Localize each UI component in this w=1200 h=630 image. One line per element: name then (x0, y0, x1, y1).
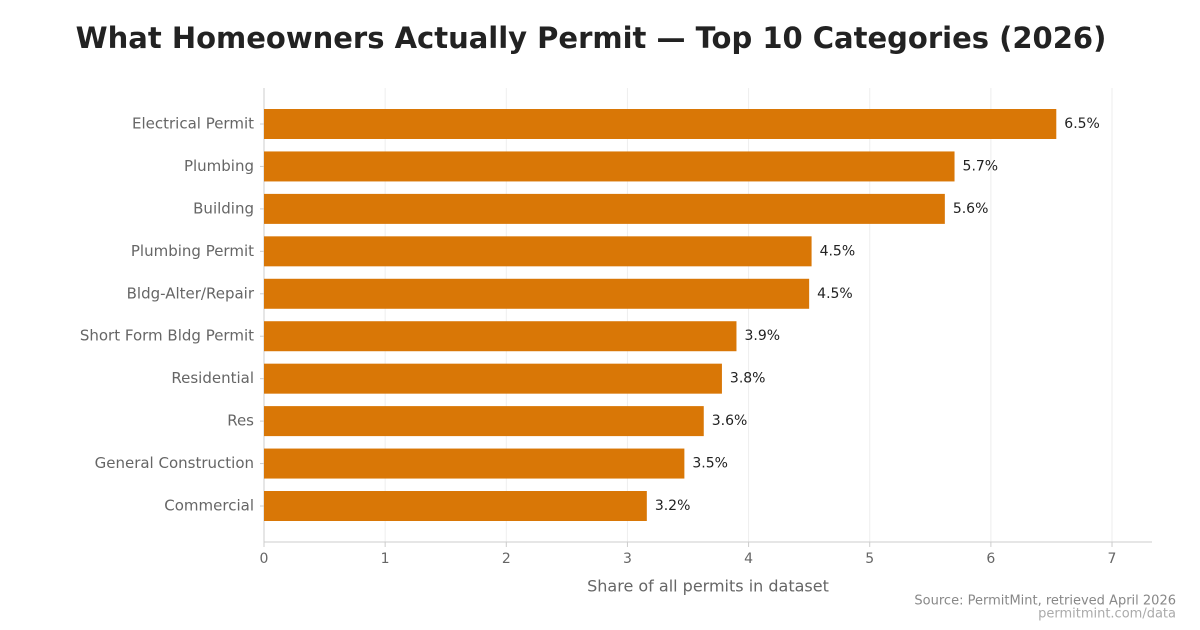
y-tick-label: Res (227, 412, 254, 430)
x-tick-label: 4 (744, 551, 753, 567)
value-label: 5.6% (953, 201, 989, 217)
value-label: 3.9% (744, 328, 780, 344)
y-tick-label: Bldg-Alter/Repair (127, 284, 255, 302)
x-tick-label: 2 (502, 551, 511, 567)
y-tick-label: Short Form Bldg Permit (80, 327, 254, 345)
value-label: 4.5% (820, 243, 856, 259)
value-label: 4.5% (817, 286, 853, 302)
x-tick-label: 3 (623, 551, 632, 567)
y-tick-label: Electrical Permit (132, 115, 254, 133)
bar (264, 491, 647, 521)
x-tick-label: 6 (986, 551, 995, 567)
bar (264, 236, 812, 267)
y-tick-label: General Construction (95, 454, 254, 472)
value-label: 3.6% (712, 413, 748, 429)
bar (264, 109, 1057, 139)
bar (264, 193, 945, 224)
source-url: permitmint.com/data (1038, 607, 1176, 622)
bar (264, 151, 955, 182)
y-tick-label: Plumbing Permit (131, 242, 254, 260)
y-tick-label: Building (193, 199, 254, 217)
value-label: 3.8% (730, 371, 766, 387)
x-tick-label: 1 (381, 551, 390, 567)
y-tick-label: Plumbing (184, 157, 254, 175)
chart-title: What Homeowners Actually Permit — Top 10… (76, 21, 1107, 55)
value-label: 5.7% (963, 158, 999, 174)
x-tick-label: 0 (260, 551, 269, 567)
bar (264, 278, 810, 309)
bar (264, 321, 737, 352)
bar (264, 448, 685, 479)
bar (264, 406, 704, 437)
x-tick-label: 5 (865, 551, 874, 567)
y-tick-label: Commercial (164, 497, 254, 515)
source: Source: PermitMint, retrieved April 2026 (914, 594, 1176, 609)
bar (264, 363, 722, 394)
value-label: 3.5% (692, 456, 728, 472)
x-axis-label: Share of all permits in dataset (587, 577, 829, 596)
value-label: 6.5% (1064, 116, 1100, 132)
y-tick-label: Residential (171, 369, 254, 387)
x-tick-label: 7 (1108, 551, 1117, 567)
value-label: 3.2% (655, 498, 691, 514)
